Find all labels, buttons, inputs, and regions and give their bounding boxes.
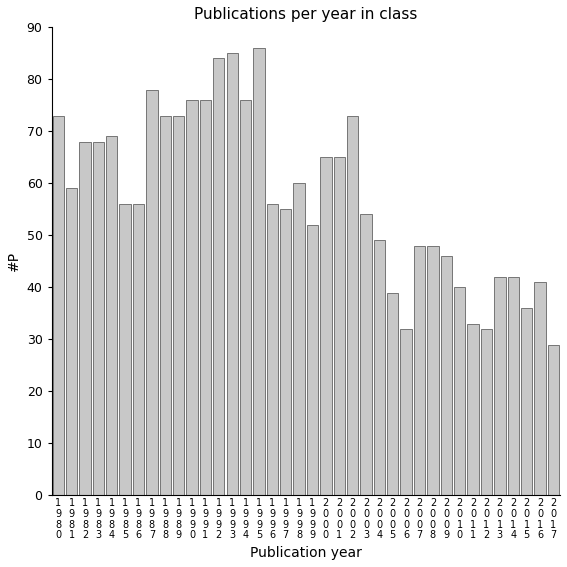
Bar xyxy=(240,100,251,496)
Bar xyxy=(133,204,144,496)
Bar xyxy=(79,142,91,496)
Bar xyxy=(387,293,399,496)
Bar xyxy=(159,116,171,496)
Bar xyxy=(173,116,184,496)
Bar xyxy=(534,282,545,496)
Bar xyxy=(253,48,265,496)
Bar xyxy=(414,246,425,496)
Bar xyxy=(428,246,439,496)
Bar xyxy=(280,209,291,496)
Bar xyxy=(266,204,278,496)
Bar xyxy=(293,183,305,496)
Bar xyxy=(454,287,466,496)
Bar xyxy=(494,277,506,496)
Bar xyxy=(120,204,131,496)
Bar xyxy=(441,256,452,496)
Bar xyxy=(548,345,559,496)
Bar xyxy=(333,157,345,496)
Bar xyxy=(347,116,358,496)
Bar xyxy=(213,58,225,496)
Bar xyxy=(374,240,385,496)
Bar xyxy=(146,90,158,496)
Bar xyxy=(106,137,117,496)
Bar xyxy=(92,142,104,496)
Bar xyxy=(226,53,238,496)
Bar xyxy=(200,100,211,496)
Y-axis label: #P: #P xyxy=(7,251,21,272)
X-axis label: Publication year: Publication year xyxy=(250,546,362,560)
Title: Publications per year in class: Publications per year in class xyxy=(194,7,417,22)
Bar xyxy=(360,214,372,496)
Bar xyxy=(481,329,492,496)
Bar xyxy=(187,100,198,496)
Bar xyxy=(507,277,519,496)
Bar xyxy=(307,225,318,496)
Bar xyxy=(400,329,412,496)
Bar xyxy=(320,157,332,496)
Bar xyxy=(521,308,532,496)
Bar xyxy=(66,188,77,496)
Bar xyxy=(53,116,64,496)
Bar xyxy=(467,324,479,496)
